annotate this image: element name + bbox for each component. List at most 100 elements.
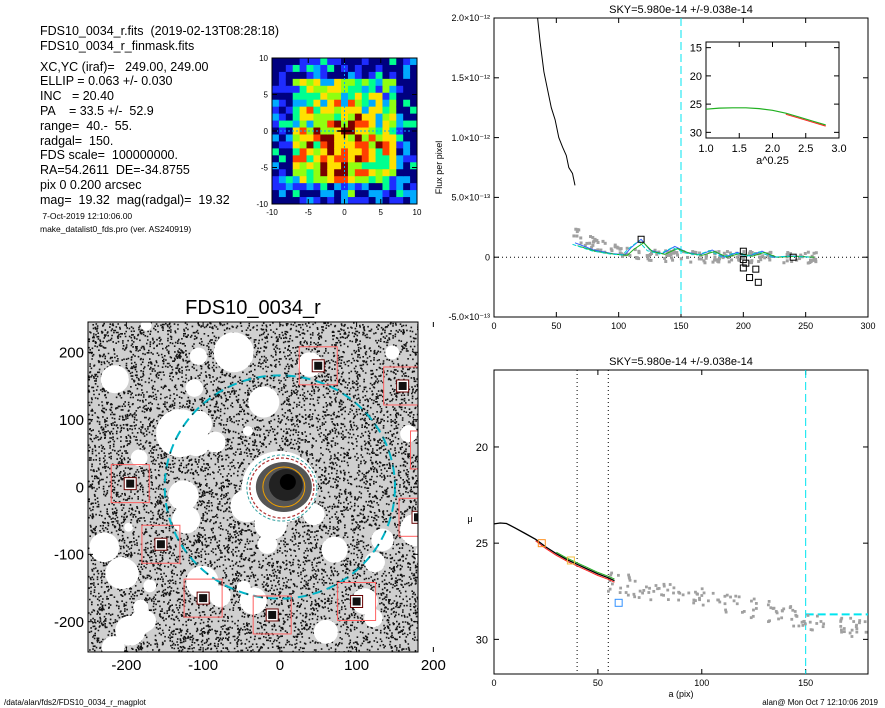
info-file-line: FDS10_0034_r.fits (2019-02-13T08:28:18) [40, 24, 280, 38]
mu-scatter-point [821, 625, 825, 629]
mu-scatter-point [737, 595, 741, 599]
mu-scatter-point [751, 614, 755, 618]
heatmap-cell [292, 58, 301, 66]
heatmap-cell [306, 183, 314, 191]
heatmap-cell [361, 85, 370, 94]
heatmap-cell [272, 155, 280, 163]
heatmap-cell [334, 134, 342, 142]
heatmap-cell [375, 113, 383, 122]
heatmap-cell [327, 176, 335, 184]
flux-scatter-point [704, 256, 708, 260]
star-mask-box [410, 430, 418, 470]
heatmap-cell [368, 176, 377, 184]
heatmap-cell [313, 120, 321, 129]
heatmap-cell [382, 127, 390, 135]
heatmap-cell [403, 148, 411, 156]
heatmap-cell [396, 141, 404, 149]
heatmap-cell [334, 64, 342, 73]
mu-scatter-point [766, 603, 770, 607]
heatmap-cell [347, 141, 356, 149]
heatmap-cell [382, 92, 390, 101]
heatmap-cell [278, 99, 287, 108]
range-ellipse-outer [246, 454, 318, 522]
heatmap-cell [299, 162, 308, 170]
mu-scatter-point [610, 582, 614, 586]
flux-scatter-point [665, 253, 669, 257]
heatmap-cell [292, 78, 301, 87]
mask-region [186, 565, 219, 599]
heatmap-cell [403, 113, 411, 122]
heatmap-cell [278, 85, 287, 94]
heatmap-cell [368, 155, 377, 163]
heatmap-cell [292, 169, 301, 177]
heatmap-cell [327, 120, 335, 129]
flux-scatter-point [655, 252, 659, 256]
mu-scatter-point [754, 607, 758, 610]
flux-scatter-point [761, 254, 765, 258]
flux-scatter-point [647, 258, 651, 262]
heatmap-cell [320, 58, 328, 66]
heatmap-cell [410, 64, 417, 73]
heatmap-cell [327, 71, 335, 80]
heatmap-cell [285, 148, 294, 156]
heatmap-cell [361, 99, 370, 108]
x-tick-label: 0 [342, 208, 347, 217]
heatmap-cell [375, 148, 383, 156]
x-tick-label: 50 [551, 321, 561, 331]
y-tick-label: 10 [259, 54, 268, 63]
heatmap-cell [403, 141, 411, 149]
heatmap-cell [292, 113, 301, 122]
mask-region [130, 449, 148, 467]
info-radgal: radgal= 150. [40, 133, 114, 148]
heatmap-cell [278, 106, 287, 115]
heatmap-cell [334, 71, 342, 80]
heatmap-cell [403, 134, 411, 142]
mu-scatter-point [657, 587, 661, 590]
flux-scatter-point [728, 251, 732, 255]
heatmap-cell [354, 190, 363, 198]
footer-signature: alan@ Mon Oct 7 12:10:06 2019 [762, 698, 878, 707]
mu-content [494, 370, 868, 674]
heatmap-cell [327, 113, 335, 122]
heatmap-cell [334, 155, 342, 163]
heatmap-cell [347, 176, 356, 184]
heatmap-cell [278, 64, 287, 73]
heatmap-cell [320, 162, 328, 170]
heatmap-cell [375, 134, 383, 142]
heatmap-cell [389, 176, 397, 184]
heatmap-cell [272, 78, 280, 87]
heatmap-cell [313, 78, 321, 87]
heatmap-cell [278, 197, 287, 204]
heatmap-cell [382, 78, 390, 87]
footer-path: /data/alan/fds2/FDS10_0034_r_magplot [4, 698, 147, 707]
mu-marker [566, 556, 575, 565]
masked-star [352, 597, 361, 606]
heatmap-cell [285, 183, 294, 191]
heatmap-cell [410, 120, 417, 129]
mu-scatter-point [641, 591, 645, 595]
heatmap-cell [320, 155, 328, 163]
mu-scatter-point [652, 589, 656, 593]
x-tick-label: 200 [736, 321, 751, 331]
heatmap-cell [292, 197, 301, 204]
x-tick-label: 300 [860, 321, 875, 331]
mu-scatter-point [638, 589, 642, 593]
heatmap-cell [382, 58, 390, 66]
heatmap-cell [347, 120, 356, 129]
heatmap-cell [292, 64, 301, 73]
heatmap-cell [389, 148, 397, 156]
heatmap-cell [341, 190, 349, 198]
heatmap-cell [410, 190, 417, 198]
flux-scatter-point [759, 258, 763, 262]
mask-region [364, 551, 385, 573]
heatmap-cell [320, 141, 328, 149]
heatmap-cell [389, 120, 397, 129]
heatmap-cell [354, 92, 363, 101]
heatmap-cell [320, 183, 328, 191]
heatmap-cell [334, 197, 342, 204]
heatmap-cell [361, 148, 370, 156]
flux-scatter-point [596, 248, 600, 252]
mu-scatter-point [858, 619, 862, 622]
heatmap-cell [361, 169, 370, 177]
x-tick-label: 2.0 [765, 143, 780, 155]
